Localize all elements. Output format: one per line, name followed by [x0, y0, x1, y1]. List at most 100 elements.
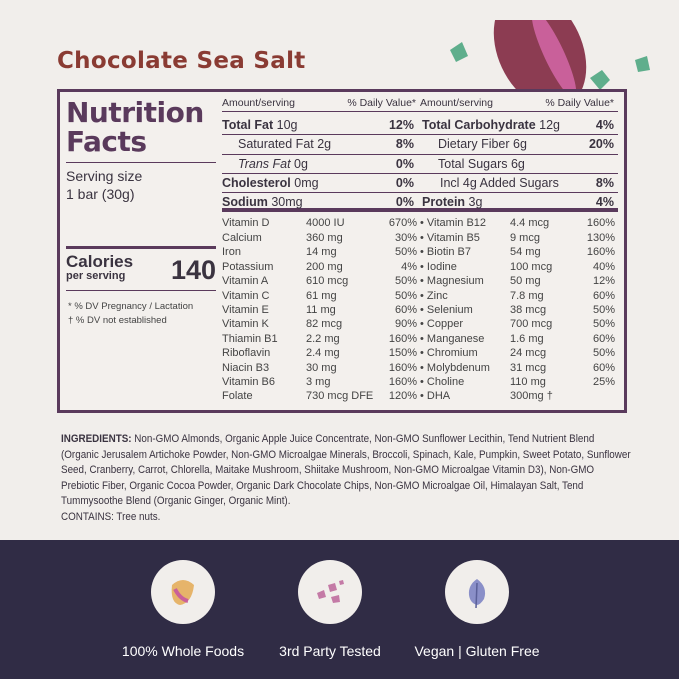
features-band: 100% Whole Foods 3rd Party Tested Vegan …: [0, 540, 679, 679]
nutrient-dv: 0%: [395, 156, 414, 171]
vitamin-name: • Iodine: [420, 260, 457, 273]
vitamin-dv: 670%: [388, 217, 417, 230]
vitamin-dv: 120%: [388, 390, 417, 403]
vitamin-name: Folate: [222, 390, 253, 403]
nutrient-dv: 8%: [395, 137, 414, 152]
vitamin-dv: 130%: [586, 231, 615, 244]
vitamin-dv: 60%: [592, 332, 615, 345]
almond-icon: [171, 580, 194, 605]
nutrition-heading: Nutrition: [66, 96, 204, 129]
vitamin-row: Vitamin K 82 mcg 90%: [222, 317, 420, 331]
feature-whole-foods: 100% Whole Foods: [103, 560, 263, 659]
nutrient-name: Protein 3g: [422, 195, 483, 210]
nutrient-dv: 0%: [395, 175, 414, 190]
vitamin-name: Vitamin B6: [222, 375, 275, 388]
facts-heading: Facts: [66, 125, 147, 158]
vitamin-row: Calcium 360 mg 30%: [222, 231, 420, 245]
vitamin-row: • Vitamin B12 4.4 mcg 160%: [420, 216, 618, 230]
vitamin-name: Calcium: [222, 231, 262, 244]
feature-tested: 3rd Party Tested: [250, 560, 410, 659]
vitamin-amount: 360 mg: [306, 231, 343, 244]
vitamin-amount: 38 mcg: [510, 303, 547, 316]
vitamin-row: • Vitamin B5 9 mcg 130%: [420, 231, 618, 245]
vitamin-name: Vitamin K: [222, 318, 269, 331]
vitamin-dv: 30%: [394, 231, 417, 244]
nutrient-name: Trans Fat 0g: [238, 156, 308, 171]
vitamin-amount: 200 mg: [306, 260, 343, 273]
vitamin-row: Vitamin C 61 mg 50%: [222, 289, 420, 303]
vitamin-row: • Biotin B7 54 mg 160%: [420, 245, 618, 259]
calories-value: 140: [170, 255, 216, 285]
product-title: Chocolate Sea Salt: [57, 48, 306, 74]
vitamin-dv: 150%: [388, 347, 417, 360]
nutrient-name: Incl 4g Added Sugars: [440, 175, 559, 190]
vitamin-name: • Chromium: [420, 347, 478, 360]
footnotes: * % DV Pregnancy / Lactation † % DV not …: [68, 300, 193, 328]
vitamin-name: • Zinc: [420, 289, 448, 302]
vitamin-name: Iron: [222, 246, 241, 259]
ingredients-label: INGREDIENTS:: [61, 433, 132, 445]
nutrient-name: Total Sugars 6g: [438, 156, 525, 171]
feature-vegan: Vegan | Gluten Free: [397, 560, 557, 659]
vitamin-amount: 2.2 mg: [306, 332, 340, 345]
macro-row: Trans Fat 0g 0% Total Sugars 6g: [222, 155, 618, 174]
nutrient-name: Cholesterol 0mg: [222, 175, 319, 190]
vitamin-name: • Vitamin B5: [420, 231, 480, 244]
vitamin-name: • Magnesium: [420, 275, 484, 288]
vitamin-amount: 3 mg: [306, 375, 331, 388]
vitamin-dv: 40%: [592, 260, 615, 273]
vitamin-dv: 12%: [592, 275, 615, 288]
vitamin-dv: 160%: [388, 361, 417, 374]
vitamin-name: Vitamin D: [222, 217, 270, 230]
vitamin-amount: 2.4 mg: [306, 347, 340, 360]
vitamin-dv: 25%: [592, 375, 615, 388]
ingredients-list: Non-GMO Almonds, Organic Apple Juice Con…: [61, 433, 631, 507]
vitamin-amount: 1.6 mg: [510, 332, 544, 345]
vitamin-dv: 90%: [394, 318, 417, 331]
vitamin-dv: 160%: [388, 375, 417, 388]
vitamin-row: • Selenium 38 mcg 50%: [420, 303, 618, 317]
vitamin-amount: 82 mcg: [306, 318, 343, 331]
vitamin-row: • Iodine 100 mcg 40%: [420, 260, 618, 274]
vitamin-name: Niacin B3: [222, 361, 270, 374]
column-header: Amount/serving % Daily Value* Amount/serv…: [222, 96, 618, 112]
dv-header: % Daily Value*: [545, 97, 614, 109]
vitamin-row: Folate 730 mcg DFE 120%: [222, 389, 420, 403]
nutrition-facts-panel: Nutrition Facts Serving size 1 bar (30g)…: [57, 89, 627, 413]
amount-header: Amount/serving: [420, 97, 493, 109]
vitamin-dv: [578, 389, 618, 403]
vitamin-row: Riboflavin 2.4 mg 150%: [222, 346, 420, 360]
vitamin-dv: 160%: [586, 246, 615, 259]
vitamin-name: • DHA: [420, 390, 451, 403]
vitamin-row: Vitamin E 11 mg 60%: [222, 303, 420, 317]
vitamin-row: • Zinc 7.8 mg 60%: [420, 289, 618, 303]
vitamin-name: • Selenium: [420, 303, 473, 316]
vitamin-row: • Choline 110 mg 25%: [420, 375, 618, 389]
nutrient-dv: 12%: [388, 118, 414, 132]
vitamin-amount: 7.8 mg: [510, 289, 544, 302]
vitamin-name: Riboflavin: [222, 347, 271, 360]
vitamin-row: Vitamin B6 3 mg 160%: [222, 375, 420, 389]
calories-label: Calories: [66, 252, 134, 271]
footnote: * % DV Pregnancy / Lactation: [68, 301, 194, 312]
vitamin-amount: 54 mg: [510, 246, 541, 259]
vitamin-amount: 4.4 mcg: [510, 217, 550, 230]
allergen-statement: CONTAINS: Tree nuts.: [61, 510, 161, 523]
vitamin-name: Vitamin C: [222, 289, 270, 302]
footnote: † % DV not established: [68, 315, 167, 326]
vitamin-row: • Magnesium 50 mg 12%: [420, 274, 618, 288]
vitamin-dv: 160%: [388, 332, 417, 345]
vitamin-name: • Biotin B7: [420, 246, 471, 259]
vitamin-name: Potassium: [222, 260, 274, 273]
vitamin-dv: 60%: [592, 289, 615, 302]
vitamin-amount: 110 mg: [510, 375, 546, 388]
feature-label: 3rd Party Tested: [279, 643, 381, 659]
vitamin-amount: 300mg †: [510, 390, 553, 403]
ingredients-text: INGREDIENTS: Non-GMO Almonds, Organic Ap…: [61, 432, 635, 525]
vitamin-name: Thiamin B1: [222, 332, 278, 345]
vitamin-amount: 14 mg: [306, 246, 337, 259]
vitamin-amount: 24 mcg: [510, 347, 547, 360]
macro-row: Sodium 30mg 0% Protein 3g 4%: [222, 193, 618, 213]
vitamin-row: • Molybdenum 31 mcg 60%: [420, 361, 618, 375]
vitamin-name: Vitamin A: [222, 275, 269, 288]
